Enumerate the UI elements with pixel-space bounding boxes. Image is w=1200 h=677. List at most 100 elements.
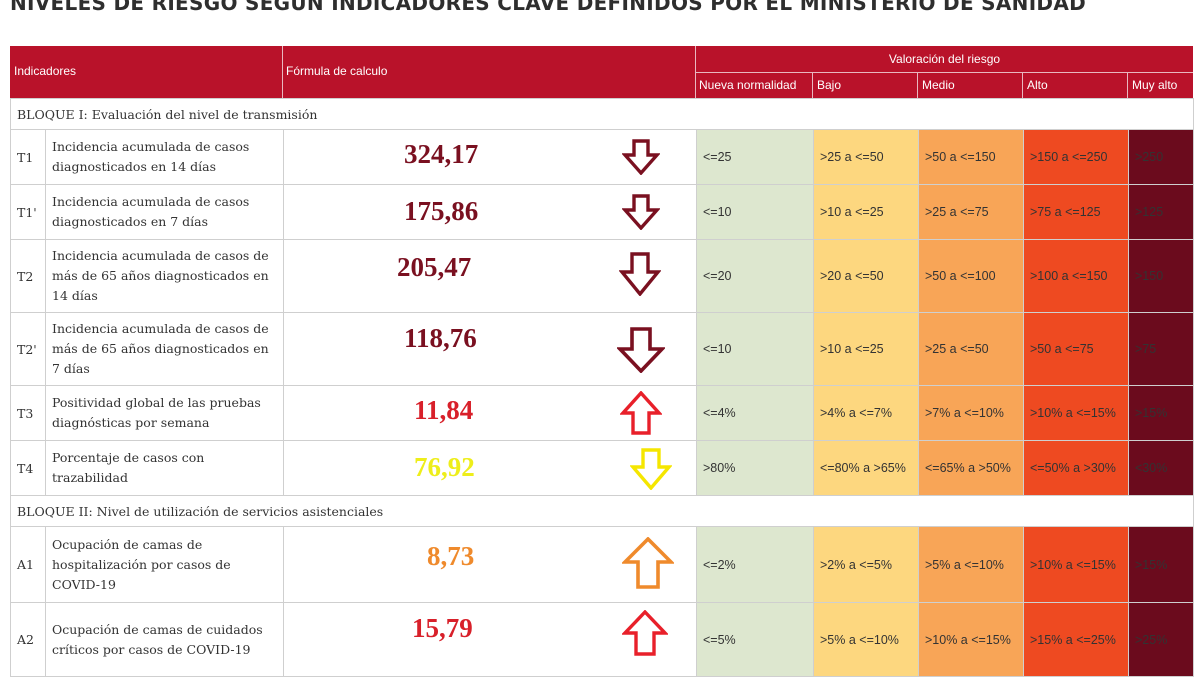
block-row: BLOQUE I: Evaluación del nivel de transm… [9, 98, 1195, 130]
threshold-alto: >75 a <=125 [1023, 184, 1129, 240]
indicator-description: Porcentaje de casos con trazabilidad [45, 440, 284, 496]
indicator-description: Ocupación de camas de hospitalización po… [45, 526, 284, 603]
table-row: T2 Incidencia acumulada de casos de más … [10, 239, 1195, 313]
threshold-bajo: >10 a <=25 [813, 184, 919, 240]
block-row: BLOQUE II: Nivel de utilización de servi… [9, 495, 1195, 527]
block-title: BLOQUE I: Evaluación del nivel de transm… [9, 98, 1195, 130]
indicator-code: T1' [10, 184, 46, 240]
formula-cell: 324,17 [283, 129, 697, 185]
block-title: BLOQUE II: Nivel de utilización de servi… [9, 495, 1195, 527]
formula-cell: 15,79 [283, 602, 697, 677]
threshold-muy-alto: >75 [1127, 312, 1195, 386]
threshold-medio: >10% a <=15% [918, 602, 1024, 677]
header-indicadores: Indicadores [14, 64, 77, 78]
risk-table: BLOQUE I: Evaluación del nivel de transm… [9, 98, 1195, 677]
threshold-alto: >10% a <=15% [1023, 385, 1129, 441]
threshold-muy-alto: >15% [1127, 385, 1195, 441]
header-valoracion: Valoración del riesgo [888, 52, 1001, 66]
arrow-down-icon [622, 139, 660, 175]
arrow-up-icon [622, 610, 668, 656]
threshold-medio: >50 a <=150 [918, 129, 1024, 185]
threshold-muy-alto: >15% [1127, 526, 1195, 603]
arrow-down-icon [622, 194, 660, 230]
threshold-nueva-normalidad: >80% [696, 440, 814, 496]
header-level-medio: Medio [922, 78, 955, 92]
arrow-up-icon [622, 537, 674, 589]
indicator-value: 8,73 [427, 541, 475, 571]
threshold-muy-alto: >125 [1127, 184, 1195, 240]
header-level-alto: Alto [1027, 78, 1048, 92]
threshold-alto: >15% a <=25% [1023, 602, 1129, 677]
formula-cell: 11,84 [283, 385, 697, 441]
header-level-bajo: Bajo [817, 78, 842, 92]
indicator-description: Ocupación de camas de cuidados críticos … [45, 602, 284, 677]
indicator-value: 76,92 [414, 452, 475, 482]
table-row: T1' Incidencia acumulada de casos diagno… [10, 184, 1195, 240]
threshold-bajo: >25 a <=50 [813, 129, 919, 185]
header-divider [1022, 72, 1023, 98]
indicator-code: T4 [10, 440, 46, 496]
threshold-nueva-normalidad: <=2% [696, 526, 814, 603]
header-level-muy-alto: Muy alto [1132, 78, 1178, 92]
threshold-muy-alto: <30% [1127, 440, 1195, 496]
threshold-bajo: >4% a <=7% [813, 385, 919, 441]
threshold-muy-alto: >150 [1127, 239, 1195, 313]
indicator-description: Incidencia acumulada de casos diagnostic… [45, 129, 284, 185]
threshold-alto: >150 a <=250 [1023, 129, 1129, 185]
indicator-code: T2 [10, 239, 46, 313]
threshold-bajo: >10 a <=25 [813, 312, 919, 386]
threshold-medio: >25 a <=75 [918, 184, 1024, 240]
header-divider [1127, 72, 1128, 98]
indicator-value: 118,76 [404, 323, 477, 353]
formula-cell: 205,47 [283, 239, 697, 313]
arrow-down-icon [617, 327, 665, 373]
arrow-up-icon [620, 391, 662, 435]
threshold-muy-alto: >25% [1127, 602, 1195, 677]
header-divider [917, 72, 918, 98]
indicator-value: 175,86 [404, 196, 479, 226]
threshold-medio: >25 a <=50 [918, 312, 1024, 386]
formula-cell: 76,92 [283, 440, 697, 496]
threshold-nueva-normalidad: <=10 [696, 312, 814, 386]
table-row: A1 Ocupación de camas de hospitalización… [10, 526, 1195, 603]
threshold-alto: >50 a <=75 [1023, 312, 1129, 386]
page-title: NIVELES DE RIESGO SEGÚN INDICADORES CLAV… [10, 0, 1087, 15]
table-header: Indicadores Fórmula de calculo Valoració… [10, 46, 1193, 98]
table-row: T2' Incidencia acumulada de casos de más… [10, 312, 1195, 386]
arrow-down-icon [630, 448, 672, 490]
header-divider [282, 46, 283, 98]
indicator-code: T1 [10, 129, 46, 185]
header-divider [695, 46, 696, 98]
indicator-value: 324,17 [404, 139, 479, 169]
arrow-down-icon [619, 252, 661, 296]
threshold-bajo: >2% a <=5% [813, 526, 919, 603]
threshold-nueva-normalidad: <=20 [696, 239, 814, 313]
threshold-nueva-normalidad: <=10 [696, 184, 814, 240]
table-row: T3 Positividad global de las pruebas dia… [10, 385, 1195, 441]
table-row: T1 Incidencia acumulada de casos diagnos… [10, 129, 1195, 185]
indicator-description: Positividad global de las pruebas diagnó… [45, 385, 284, 441]
threshold-bajo: >5% a <=10% [813, 602, 919, 677]
indicator-value: 205,47 [397, 252, 472, 282]
indicator-description: Incidencia acumulada de casos de más de … [45, 239, 284, 313]
threshold-muy-alto: >250 [1127, 129, 1195, 185]
indicator-code: T2' [10, 312, 46, 386]
formula-cell: 118,76 [283, 312, 697, 386]
indicator-code: A2 [10, 602, 46, 677]
header-level-nueva-normalidad: Nueva normalidad [699, 78, 797, 92]
threshold-alto: <=50% a >30% [1023, 440, 1129, 496]
table-row: T4 Porcentaje de casos con trazabilidad … [10, 440, 1195, 496]
indicator-description: Incidencia acumulada de casos diagnostic… [45, 184, 284, 240]
threshold-nueva-normalidad: <=25 [696, 129, 814, 185]
table-row: A2 Ocupación de camas de cuidados crític… [10, 602, 1195, 677]
indicator-code: A1 [10, 526, 46, 603]
threshold-nueva-normalidad: <=5% [696, 602, 814, 677]
threshold-bajo: >20 a <=50 [813, 239, 919, 313]
threshold-medio: >50 a <=100 [918, 239, 1024, 313]
formula-cell: 8,73 [283, 526, 697, 603]
threshold-alto: >10% a <=15% [1023, 526, 1129, 603]
threshold-medio: >7% a <=10% [918, 385, 1024, 441]
indicator-value: 15,79 [412, 613, 473, 643]
threshold-bajo: <=80% a >65% [813, 440, 919, 496]
indicator-code: T3 [10, 385, 46, 441]
